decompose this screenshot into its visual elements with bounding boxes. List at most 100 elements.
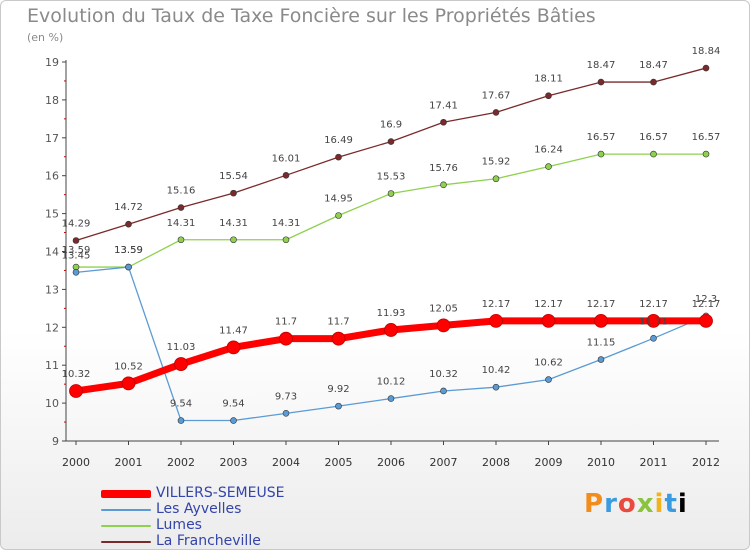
y-tick-label: 16: [45, 170, 59, 183]
data-point: [69, 384, 83, 398]
chart-subtitle: (en %): [27, 31, 64, 44]
data-label: 16.57: [587, 132, 616, 143]
chart-title: Evolution du Taux de Taxe Foncière sur l…: [27, 5, 596, 27]
data-label: 12.17: [639, 299, 668, 310]
x-tick-label: 2005: [325, 456, 353, 469]
x-tick-label: 2012: [692, 456, 720, 469]
legend-label: Les Ayvelles: [156, 501, 242, 517]
data-label: 11.7: [275, 317, 297, 328]
y-tick-label: 19: [45, 56, 59, 69]
data-label: 10.32: [429, 369, 458, 380]
data-label: 12.05: [429, 303, 458, 314]
data-point: [492, 175, 500, 183]
x-tick-label: 2011: [640, 456, 668, 469]
data-point: [597, 150, 605, 158]
data-point: [72, 237, 80, 244]
data-label: 9.73: [275, 391, 297, 402]
legend-label: La Francheville: [156, 533, 261, 549]
data-label: 11.15: [587, 338, 616, 349]
data-point: [177, 417, 185, 424]
data-label: 16.57: [692, 132, 721, 143]
data-label: 16.24: [534, 145, 563, 156]
data-point: [387, 138, 395, 145]
data-point: [440, 118, 447, 126]
data-label: 10.62: [534, 358, 563, 369]
y-tick-label: 13: [45, 283, 59, 296]
data-label: 10.12: [377, 377, 406, 388]
x-tick-label: 2007: [430, 456, 458, 469]
legend-swatch: [101, 541, 151, 543]
x-tick-label: 2003: [220, 456, 248, 469]
x-tick-label: 2010: [587, 456, 615, 469]
data-point: [125, 263, 132, 271]
y-tick-label: 11: [45, 359, 59, 372]
data-label: 15.92: [482, 157, 511, 168]
data-point: [440, 181, 447, 189]
data-label: 13.59: [62, 245, 91, 256]
data-point: [650, 334, 657, 342]
data-point: [646, 313, 661, 328]
x-tick-label: 2000: [62, 456, 90, 469]
y-tick-label: 18: [45, 94, 59, 107]
data-point: [387, 190, 395, 197]
legend-swatch: [101, 490, 151, 498]
x-tick-label: 2002: [167, 456, 195, 469]
data-point: [387, 395, 395, 402]
data-point: [282, 236, 290, 244]
data-label: 12.17: [692, 299, 721, 310]
data-label: 14.95: [324, 193, 353, 204]
data-label: 16.57: [639, 132, 668, 143]
data-point: [282, 410, 290, 417]
data-point: [650, 150, 657, 158]
data-point: [492, 383, 500, 391]
data-label: 10.32: [62, 369, 91, 380]
data-label: 16.9: [380, 120, 402, 131]
data-label: 10.52: [114, 361, 143, 372]
data-label: 10.42: [482, 365, 511, 376]
data-label: 9.54: [222, 399, 244, 410]
data-point: [545, 376, 552, 383]
data-label: 17.67: [482, 90, 511, 101]
y-tick-label: 9: [52, 435, 59, 448]
y-tick-label: 10: [45, 397, 59, 410]
data-point: [230, 417, 237, 424]
data-label: 13.45: [62, 250, 91, 261]
data-label: 14.31: [167, 218, 196, 229]
x-tick-label: 2008: [482, 456, 510, 469]
data-label: 11.93: [377, 308, 406, 319]
data-label: 12.17: [482, 299, 511, 310]
data-label: 13.59: [114, 245, 143, 256]
data-point: [230, 236, 237, 244]
data-label: 15.16: [167, 186, 196, 197]
data-label: 15.53: [377, 172, 406, 183]
data-point: [702, 64, 710, 72]
data-label: 12.17: [534, 299, 563, 310]
data-point: [436, 318, 451, 333]
data-point: [331, 331, 346, 346]
data-point: [699, 313, 713, 328]
data-point: [384, 323, 398, 337]
y-tick-label: 14: [45, 246, 59, 259]
data-label: 16.01: [272, 153, 301, 164]
data-point: [335, 402, 342, 410]
data-label: 18.84: [692, 46, 721, 57]
data-label: 14.31: [272, 218, 301, 229]
data-point: [492, 109, 500, 116]
data-label: 12.17: [587, 299, 616, 310]
data-label: 15.54: [219, 171, 248, 182]
data-point: [597, 78, 605, 86]
legend-swatch: [101, 525, 151, 527]
data-point: [121, 376, 136, 391]
data-point: [72, 269, 80, 276]
data-point: [650, 78, 657, 86]
data-label: 11.47: [219, 325, 248, 336]
data-label: 15.76: [429, 163, 458, 174]
data-point: [597, 356, 605, 363]
data-point: [594, 313, 608, 328]
data-label: 13.59: [114, 245, 143, 256]
proxiti-logo: Proxiti: [584, 489, 688, 519]
data-label: 11.7: [327, 317, 349, 328]
data-label: 17.41: [429, 100, 458, 111]
